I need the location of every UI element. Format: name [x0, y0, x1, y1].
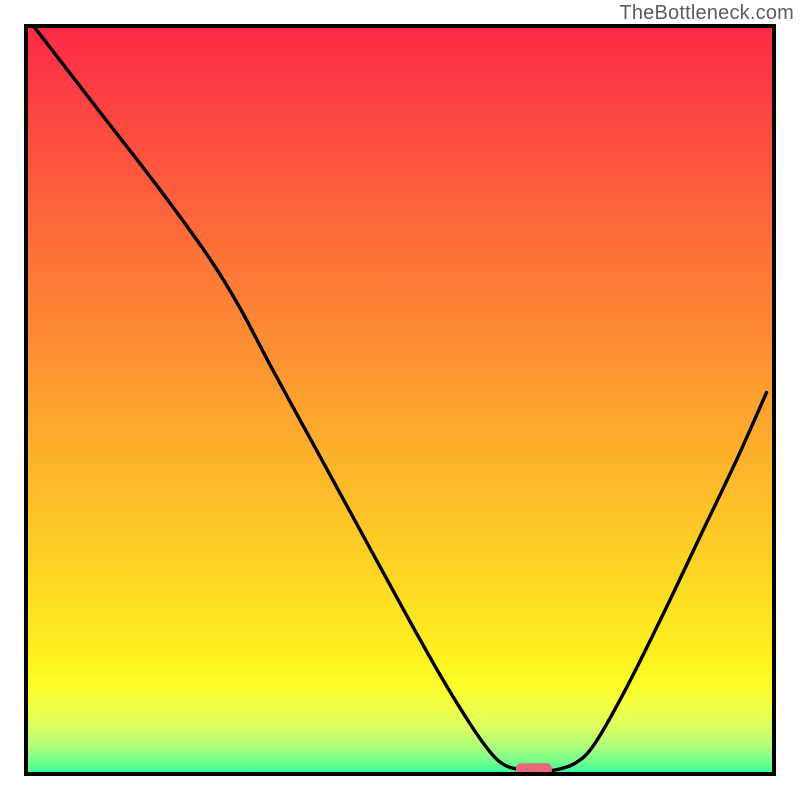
- chart-svg: [0, 0, 800, 800]
- chart-background: [26, 26, 774, 774]
- attribution-text: TheBottleneck.com: [619, 2, 794, 25]
- bottleneck-chart: TheBottleneck.com: [0, 0, 800, 800]
